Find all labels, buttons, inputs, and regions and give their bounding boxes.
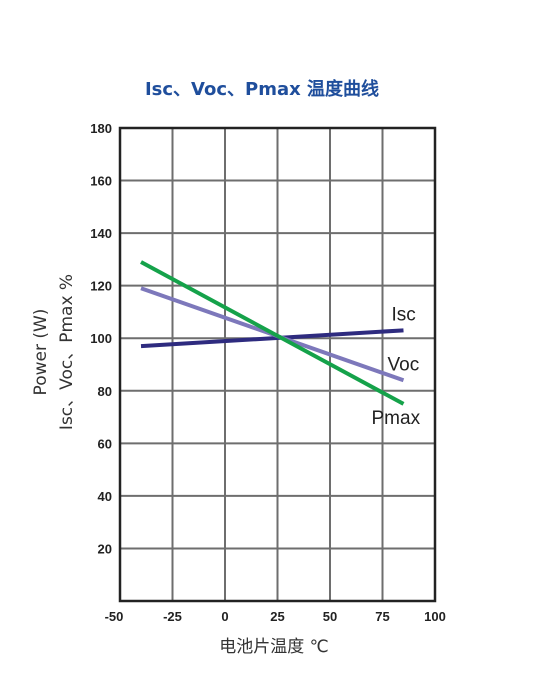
y-axis-label-primary: Power (W) bbox=[31, 309, 51, 396]
y-tick-label: 100 bbox=[90, 331, 112, 346]
series-label-isc: Isc bbox=[392, 304, 416, 325]
y-tick-label: 40 bbox=[98, 489, 112, 504]
plot-frame bbox=[118, 126, 437, 603]
y-tick-label: 80 bbox=[98, 384, 112, 399]
x-tick-label: -50 bbox=[105, 609, 124, 624]
y-tick-label: 20 bbox=[98, 541, 112, 556]
x-tick-label: 75 bbox=[375, 609, 389, 624]
y-axis-ticks: 20 40 60 80 100 120 140 160 180 bbox=[90, 121, 112, 556]
x-tick-label: 50 bbox=[323, 609, 337, 624]
x-axis-label: 电池片温度 ℃ bbox=[219, 637, 329, 657]
series-line-isc bbox=[140, 328, 404, 349]
chart-title: Isc、Voc、Pmax 温度曲线 bbox=[145, 78, 379, 100]
x-axis-ticks: -50 -25 0 25 50 75 100 bbox=[105, 609, 446, 624]
x-tick-label: -25 bbox=[163, 609, 182, 624]
y-axis-label-secondary: Isc、Voc、Pmax % bbox=[57, 274, 77, 430]
y-tick-label: 160 bbox=[90, 174, 112, 189]
series-line-pmax bbox=[140, 260, 405, 406]
y-tick-label: 60 bbox=[98, 436, 112, 451]
x-tick-label: 100 bbox=[424, 609, 446, 624]
x-tick-label: 0 bbox=[221, 609, 228, 624]
series-label-voc: Voc bbox=[388, 354, 420, 375]
plot-border bbox=[118, 126, 437, 603]
y-tick-label: 180 bbox=[90, 121, 112, 136]
y-tick-label: 140 bbox=[90, 226, 112, 241]
series-labels: Isc Voc Pmax bbox=[372, 304, 421, 429]
y-tick-label: 120 bbox=[90, 279, 112, 294]
grid-lines bbox=[120, 128, 435, 601]
series-label-pmax: Pmax bbox=[372, 408, 421, 429]
series-lines bbox=[140, 260, 405, 406]
x-tick-label: 25 bbox=[270, 609, 284, 624]
